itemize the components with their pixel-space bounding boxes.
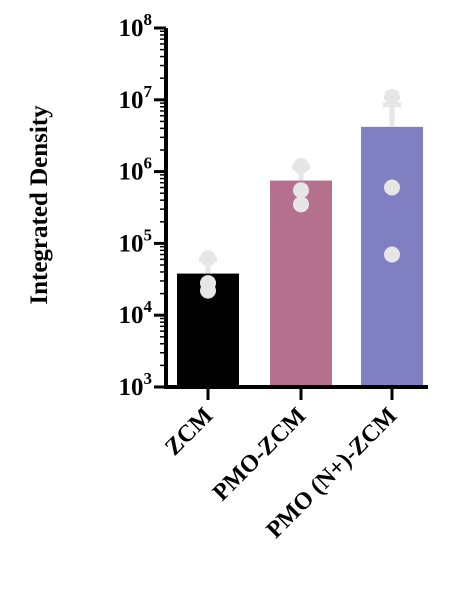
bar-1 (270, 180, 332, 387)
data-point-2-2 (384, 246, 400, 263)
data-point-2-0 (384, 88, 400, 105)
y-tick-label-1: 104 (119, 297, 153, 329)
y-axis-label: Integrated Density (26, 105, 53, 305)
data-point-2-1 (384, 179, 400, 196)
data-point-1-2 (293, 196, 309, 213)
y-tick-label-3: 106 (119, 154, 153, 186)
y-tick-label-0: 103 (119, 369, 153, 401)
x-tick-label-0: ZCM (160, 403, 218, 461)
y-tick-label-5: 108 (119, 10, 153, 42)
y-tick-label-2: 105 (119, 225, 153, 257)
data-point-0-2 (200, 282, 216, 299)
y-tick-label-4: 107 (119, 82, 153, 114)
data-point-0-0 (200, 250, 216, 267)
data-point-1-0 (293, 157, 309, 174)
data-point-1-1 (293, 182, 309, 199)
